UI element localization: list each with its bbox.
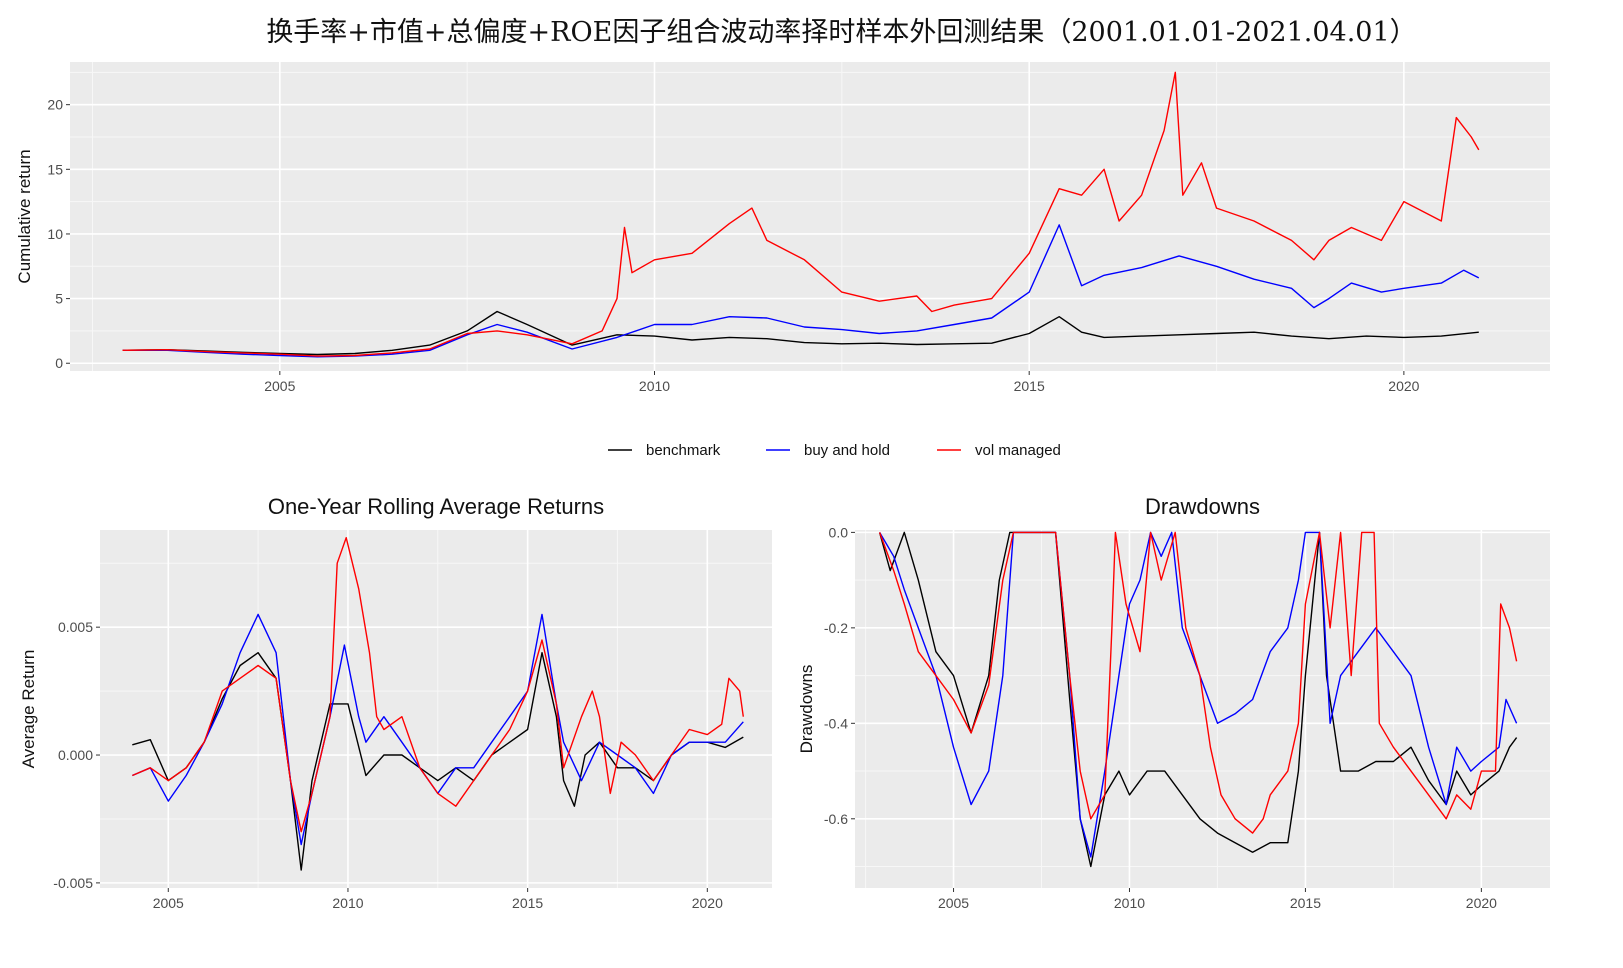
y-tick-label: 0.005: [58, 619, 93, 635]
series-line-vol-managed: [122, 71, 1480, 357]
legend: benchmark buy and hold vol managed: [608, 442, 1061, 459]
y-axis-title: Average Return: [19, 650, 38, 769]
series-line-buy-and-hold: [122, 224, 1480, 358]
x-tick-label: 2015: [1014, 378, 1045, 394]
y-tick-label: 0: [55, 355, 63, 371]
x-tick-label: 2020: [692, 895, 723, 911]
panel-background: [855, 530, 1550, 888]
x-tick-label: 2010: [1114, 895, 1145, 911]
panel-title: Drawdowns: [1145, 494, 1260, 519]
y-tick-label: 0.000: [58, 747, 93, 763]
x-tick-label: 2010: [639, 378, 670, 394]
panel-background: [70, 62, 1550, 371]
y-axis-title: Drawdowns: [797, 665, 816, 754]
x-tick-label: 2005: [938, 895, 969, 911]
legend-label-buy-and-hold: buy and hold: [804, 442, 890, 459]
series-line-benchmark: [132, 652, 744, 871]
x-tick-label: 2015: [1290, 895, 1321, 911]
main-title: 换手率+市值+总偏度+ROE因子组合波动率择时样本外回测结果（2001.01.0…: [266, 17, 1417, 48]
rolling-average-panel: 2005 2010 2015 2020 -0.005 0.000 0.005 Average …: [19, 494, 772, 911]
y-tick-label: -0.005: [53, 875, 93, 891]
x-tick-label: 2020: [1466, 895, 1497, 911]
y-tick-label: -0.4: [824, 715, 848, 731]
y-tick-label: 10: [47, 226, 63, 242]
series-line-vol-managed: [878, 531, 1518, 834]
y-tick-label: 5: [55, 291, 63, 307]
panel-background: [100, 530, 772, 888]
x-tick-label: 2020: [1388, 378, 1419, 394]
x-tick-label: 2010: [332, 895, 363, 911]
series-line-benchmark: [122, 310, 1479, 356]
y-tick-label: 0.0: [829, 524, 849, 540]
cumulative-return-panel: 2005 2010 2015 2020 0 5 10 15 20 Cumulative retur…: [15, 62, 1550, 394]
x-tick-label: 2015: [512, 895, 543, 911]
y-tick-label: 20: [47, 97, 63, 113]
legend-label-vol-managed: vol managed: [975, 442, 1061, 459]
y-tick-label: 15: [47, 161, 63, 177]
x-tick-label: 2005: [264, 378, 295, 394]
series-line-buy-and-hold: [878, 531, 1518, 858]
series-line-benchmark: [878, 531, 1518, 868]
y-axis-title: Cumulative return: [15, 149, 34, 283]
legend-label-benchmark: benchmark: [646, 442, 721, 459]
panel-title: One-Year Rolling Average Returns: [268, 494, 604, 519]
series-line-vol-managed: [132, 537, 744, 833]
y-tick-label: -0.2: [824, 620, 848, 636]
x-tick-label: 2005: [153, 895, 184, 911]
drawdowns-panel: 2005 2010 2015 2020 -0.6 -0.4 -0.2 0.0 Drawdowns…: [797, 494, 1550, 911]
y-tick-label: -0.6: [824, 811, 848, 827]
